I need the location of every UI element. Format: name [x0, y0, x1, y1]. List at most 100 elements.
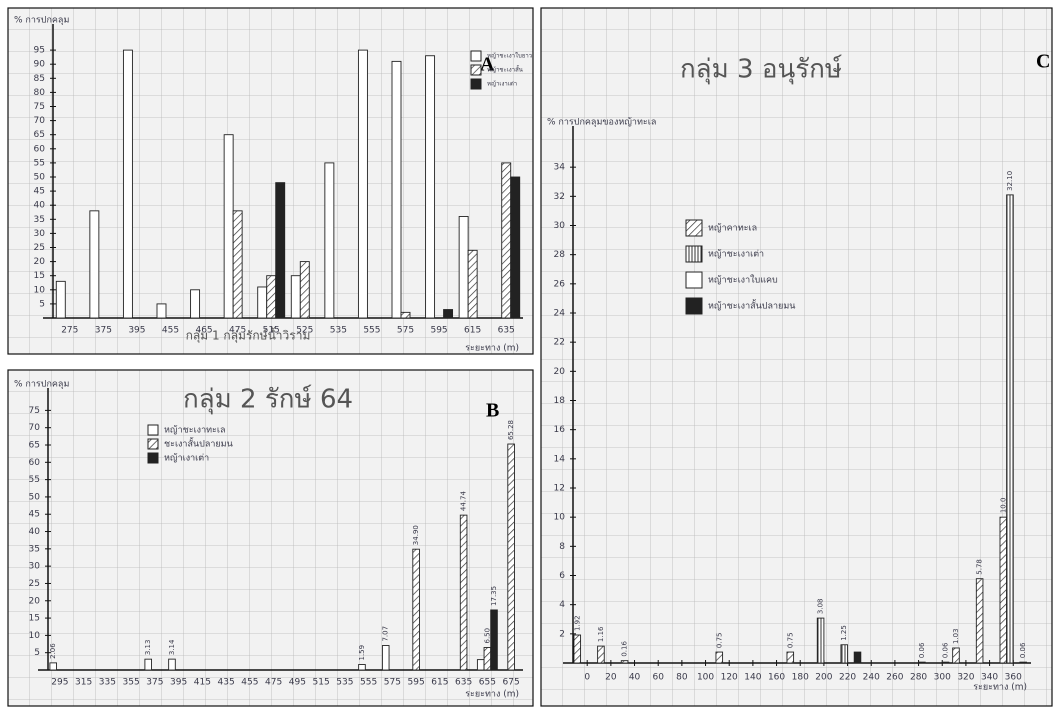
x-tick-label: 555 — [363, 326, 380, 336]
bar — [491, 610, 498, 670]
y-tick-label: 65 — [29, 441, 40, 451]
legend-swatch — [686, 246, 702, 262]
bar — [50, 663, 57, 670]
legend-swatch — [686, 220, 702, 236]
bar — [413, 549, 420, 670]
x-tick-label: 100 — [697, 673, 714, 683]
value-label: 1.03 — [952, 628, 960, 644]
value-label: 0.06 — [942, 642, 950, 658]
x-tick-label: 80 — [676, 673, 688, 683]
legend-swatch — [686, 272, 702, 288]
x-tick-label: 515 — [313, 678, 330, 688]
legend-label: หญ้าชะเงาเต่า — [708, 249, 764, 260]
y-tick-label: 60 — [34, 144, 46, 154]
y-tick-label: 15 — [29, 614, 40, 624]
value-label: 6.50 — [483, 628, 491, 644]
y-tick-label: 26 — [554, 279, 566, 289]
y-tick-label: 20 — [554, 367, 566, 377]
x-tick-label: 455 — [241, 678, 258, 688]
legend-swatch — [471, 65, 481, 75]
y-tick-label: 20 — [34, 257, 46, 267]
y-tick-label: 16 — [554, 425, 566, 435]
bar — [276, 183, 285, 318]
chart-title: กลุ่ม 2 รักษ์ 64 — [183, 385, 353, 415]
x-tick-label: 220 — [839, 673, 856, 683]
bar — [1007, 195, 1014, 663]
x-tick-label: 260 — [886, 673, 903, 683]
y-tick-label: 35 — [34, 215, 45, 225]
y-axis-label: % การปกคลุม — [14, 380, 69, 390]
bar — [258, 287, 267, 318]
y-tick-label: 60 — [29, 458, 41, 468]
bar — [358, 50, 367, 318]
y-tick-label: 20 — [29, 596, 41, 606]
x-tick-label: 20 — [605, 673, 617, 683]
x-tick-label: 320 — [957, 673, 974, 683]
y-tick-label: 90 — [34, 60, 46, 70]
bar — [233, 211, 242, 318]
bar — [123, 50, 132, 318]
y-tick-label: 95 — [34, 46, 45, 56]
bar — [574, 635, 581, 663]
x-tick-label: 300 — [934, 673, 951, 683]
y-tick-label: 24 — [554, 309, 566, 319]
legend-swatch — [686, 298, 702, 314]
bar — [325, 163, 334, 318]
value-label: 3.14 — [168, 639, 176, 655]
y-tick-label: 40 — [34, 201, 46, 211]
bar — [382, 646, 389, 670]
value-label: 1.16 — [597, 626, 605, 642]
bar — [502, 163, 511, 318]
value-label: 0.06 — [1019, 642, 1027, 658]
value-label: 17.35 — [490, 586, 498, 606]
bar — [468, 250, 477, 318]
value-label: 2.06 — [49, 643, 57, 659]
x-tick-label: 315 — [75, 678, 92, 688]
y-tick-label: 10 — [34, 285, 46, 295]
x-tick-label: 575 — [397, 326, 414, 336]
x-tick-label: 295 — [51, 678, 68, 688]
y-tick-label: 55 — [29, 475, 40, 485]
y-tick-label: 15 — [34, 271, 45, 281]
y-tick-label: 5 — [34, 648, 40, 658]
y-tick-label: 50 — [29, 492, 41, 502]
legend-swatch — [471, 51, 481, 61]
bar — [444, 310, 453, 318]
y-tick-label: 34 — [554, 163, 566, 173]
y-tick-label: 50 — [34, 173, 46, 183]
bar — [459, 216, 468, 318]
x-tick-label: 475 — [265, 678, 282, 688]
bar — [953, 648, 960, 663]
y-tick-label: 28 — [554, 250, 566, 260]
x-tick-label: 340 — [981, 673, 998, 683]
y-tick-label: 30 — [29, 562, 41, 572]
bar — [854, 652, 861, 663]
legend-label: หญ้าเงาเต่า — [164, 453, 209, 464]
y-tick-label: 70 — [29, 423, 41, 433]
legend-label: หญ้าชะเงาทะเล — [164, 425, 225, 436]
x-tick-label: 675 — [503, 678, 520, 688]
bar — [1000, 517, 1007, 663]
legend-swatch — [148, 453, 158, 463]
panel-label: B — [486, 400, 499, 422]
bar — [300, 262, 309, 318]
x-tick-label: 200 — [815, 673, 832, 683]
y-tick-label: 5 — [39, 299, 45, 309]
value-label: 32.10 — [1006, 171, 1014, 191]
y-tick-label: 18 — [554, 396, 566, 406]
y-tick-label: 2 — [559, 629, 565, 639]
y-tick-label: 35 — [29, 544, 40, 554]
legend-swatch — [471, 79, 481, 89]
y-tick-label: 30 — [554, 221, 566, 231]
x-tick-label: 635 — [455, 678, 472, 688]
value-label: 5.78 — [976, 559, 984, 575]
x-tick-label: 495 — [289, 678, 306, 688]
bar — [787, 652, 794, 663]
x-tick-label: 355 — [123, 678, 140, 688]
bar — [401, 312, 410, 318]
y-tick-label: 10 — [29, 631, 41, 641]
y-tick-label: 25 — [34, 243, 45, 253]
value-label: 0.06 — [918, 642, 926, 658]
y-axis-label: % การปกคลุมของหญ้าทะเล — [547, 117, 656, 128]
y-tick-label: 40 — [29, 527, 41, 537]
